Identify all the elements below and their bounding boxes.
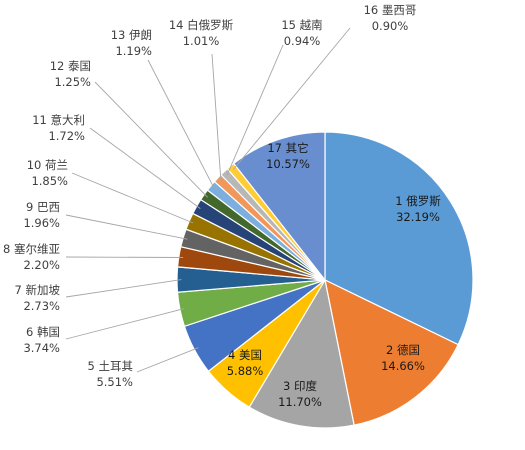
leader-line-12 bbox=[94, 81, 208, 198]
leader-line-9 bbox=[65, 214, 188, 240]
slice-name-label: 2 德国 bbox=[386, 343, 420, 357]
slice-label-1: 1 俄罗斯 32.19% bbox=[395, 194, 441, 224]
leader-line-15 bbox=[226, 44, 284, 176]
leader-line-10 bbox=[71, 172, 194, 224]
slice-value-label: 1.25% bbox=[54, 75, 91, 89]
leader-line-8 bbox=[65, 256, 184, 258]
leader-line-5 bbox=[136, 347, 199, 373]
slice-name-label: 7 新加坡 bbox=[15, 283, 61, 297]
slice-label-7: 7 新加坡 2.73% bbox=[15, 279, 182, 313]
slice-name-label: 13 伊朗 bbox=[111, 28, 152, 42]
slice-name-label: 6 韩国 bbox=[26, 325, 60, 339]
slice-label-4: 4 美国 5.88% bbox=[227, 348, 264, 378]
slice-value-label: 5.51% bbox=[96, 375, 133, 389]
slice-label-15: 15 越南 0.94% bbox=[226, 18, 323, 176]
slice-value-label: 0.94% bbox=[284, 34, 321, 48]
slice-value-label: 1.19% bbox=[115, 44, 152, 58]
slice-value-label: 5.88% bbox=[227, 364, 264, 378]
slice-label-13: 13 伊朗 1.19% bbox=[111, 28, 215, 189]
slice-label-16: 16 墨西哥 0.90% bbox=[233, 3, 416, 170]
slice-label-3: 3 印度 11.70% bbox=[278, 379, 322, 409]
leader-line-16 bbox=[233, 27, 351, 170]
slice-value-label: 1.96% bbox=[23, 216, 60, 230]
leader-line-6 bbox=[65, 308, 185, 340]
slice-label-6: 6 韩国 3.74% bbox=[23, 308, 185, 355]
slice-name-label: 14 白俄罗斯 bbox=[169, 18, 234, 32]
slice-name-label: 5 土耳其 bbox=[88, 359, 133, 373]
slice-value-label: 1.72% bbox=[48, 129, 85, 143]
slice-name-label: 9 巴西 bbox=[26, 200, 60, 214]
slice-label-11: 11 意大利 1.72% bbox=[32, 113, 201, 209]
slice-name-label: 16 墨西哥 bbox=[364, 3, 417, 17]
slice-value-label: 1.01% bbox=[183, 34, 220, 48]
leader-line-14 bbox=[211, 53, 222, 182]
pie-slice-2 bbox=[324, 278, 459, 426]
slice-label-9: 9 巴西 1.96% bbox=[23, 200, 188, 240]
slice-label-2: 2 德国 14.66% bbox=[381, 343, 425, 373]
pie-slice-17 bbox=[232, 131, 326, 282]
slice-value-label: 11.70% bbox=[278, 395, 322, 409]
slice-value-label: 3.74% bbox=[23, 341, 60, 355]
slice-value-label: 10.57% bbox=[266, 157, 310, 171]
slice-value-label: 32.19% bbox=[396, 210, 440, 224]
slice-label-14: 14 白俄罗斯 1.01% bbox=[169, 18, 234, 182]
leader-line-7 bbox=[65, 279, 182, 298]
pie-slice-3 bbox=[248, 278, 355, 429]
slice-label-17: 17 其它 10.57% bbox=[266, 141, 310, 171]
leader-line-11 bbox=[89, 127, 201, 209]
slice-name-label: 12 泰国 bbox=[50, 59, 91, 73]
leader-line-13 bbox=[147, 59, 215, 189]
slice-name-label: 17 其它 bbox=[267, 141, 308, 155]
slice-label-8: 8 塞尔维亚 2.20% bbox=[3, 242, 184, 272]
slice-value-label: 2.73% bbox=[23, 299, 60, 313]
slice-label-5: 5 土耳其 5.51% bbox=[88, 347, 199, 389]
slice-value-label: 1.85% bbox=[31, 174, 68, 188]
slice-value-label: 2.20% bbox=[23, 258, 60, 272]
slice-name-label: 1 俄罗斯 bbox=[395, 194, 441, 208]
slice-name-label: 10 荷兰 bbox=[27, 158, 68, 172]
slice-name-label: 15 越南 bbox=[281, 18, 322, 32]
slice-name-label: 3 印度 bbox=[283, 379, 317, 393]
slice-value-label: 14.66% bbox=[381, 359, 425, 373]
slice-name-label: 4 美国 bbox=[228, 348, 262, 362]
slice-name-label: 11 意大利 bbox=[32, 113, 85, 127]
slice-value-label: 0.90% bbox=[372, 19, 409, 33]
slice-label-12: 12 泰国 1.25% bbox=[50, 59, 208, 198]
slice-label-10: 10 荷兰 1.85% bbox=[27, 158, 194, 224]
slice-name-label: 8 塞尔维亚 bbox=[3, 242, 60, 256]
pie-slice-1 bbox=[324, 131, 474, 346]
